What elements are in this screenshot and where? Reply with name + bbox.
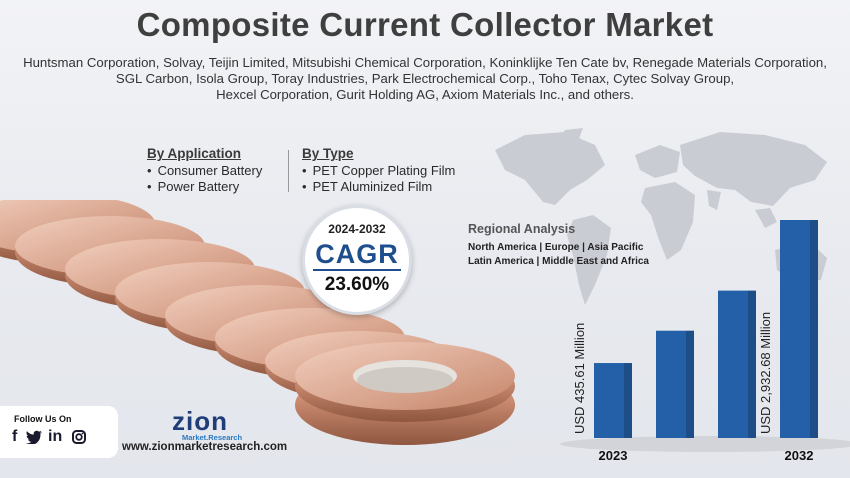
- copper-tape-image: [0, 200, 515, 445]
- companies-line: Hexcel Corporation, Gurit Holding AG, Ax…: [216, 87, 634, 102]
- chart-bar-shade: [624, 363, 632, 438]
- linkedin-icon[interactable]: in: [48, 428, 63, 445]
- application-heading: By Application: [147, 146, 242, 161]
- logo-word: zion: [172, 406, 228, 436]
- chart-shadow: [560, 436, 850, 452]
- chart-bar: [656, 330, 694, 438]
- cagr-badge: 2024-2032 CAGR 23.60%: [302, 205, 412, 315]
- market-bar-chart: 2023 USD 435.61 Million 2032 USD 2,932.68 M…: [560, 220, 850, 463]
- segment-divider: [288, 150, 289, 192]
- companies-line: Huntsman Corporation, Solvay, Teijin Lim…: [23, 55, 827, 70]
- application-segment: By Application Consumer Battery Power Ba…: [147, 146, 262, 195]
- logo-sub: Market.Research: [182, 433, 243, 442]
- chart-bar: [780, 220, 818, 438]
- chart-bar: [718, 290, 756, 438]
- chart-bar-shade: [686, 330, 694, 438]
- chart-bar: [594, 363, 632, 438]
- chart-bar-shade: [748, 290, 756, 438]
- instagram-icon[interactable]: [72, 430, 86, 444]
- companies-line: SGL Carbon, Isola Group, Toray Industrie…: [115, 71, 735, 86]
- companies-list: Huntsman Corporation, Solvay, Teijin Lim…: [10, 55, 840, 103]
- zion-logo: zion Market.Research: [160, 406, 244, 442]
- chart-bar-shade: [810, 220, 818, 438]
- type-item: PET Aluminized Film: [302, 179, 455, 195]
- page-title: Composite Current Collector Market: [136, 6, 714, 43]
- regional-analysis: Regional Analysis North America | Europe…: [468, 222, 649, 269]
- chart-category-label: 2032: [785, 448, 814, 463]
- chart-value-label: USD 2,932.68 Million: [758, 312, 773, 434]
- regional-line: North America | Europe | Asia Pacific: [468, 242, 644, 253]
- follow-us-panel: Follow Us On f in: [0, 406, 118, 458]
- follow-us-label: Follow Us On: [14, 414, 72, 424]
- cagr-value: 23.60%: [324, 274, 390, 295]
- regional-heading: Regional Analysis: [468, 222, 576, 236]
- chart-category-label: 2023: [599, 448, 628, 463]
- application-item: Power Battery: [147, 179, 262, 195]
- chart-value-label: USD 435.61 Million: [572, 323, 587, 434]
- type-item: PET Copper Plating Film: [302, 163, 456, 179]
- facebook-icon[interactable]: f: [12, 428, 18, 445]
- website-link[interactable]: www.zionmarketresearch.com: [122, 441, 288, 453]
- type-segment: By Type PET Copper Plating Film PET Alum…: [302, 146, 455, 195]
- twitter-icon[interactable]: [26, 430, 42, 444]
- type-heading: By Type: [302, 146, 354, 161]
- cagr-period: 2024-2032: [328, 222, 386, 236]
- cagr-label: CAGR: [313, 239, 401, 271]
- application-item: Consumer Battery: [147, 163, 263, 179]
- regional-line: Latin America | Middle East and Africa: [468, 256, 649, 267]
